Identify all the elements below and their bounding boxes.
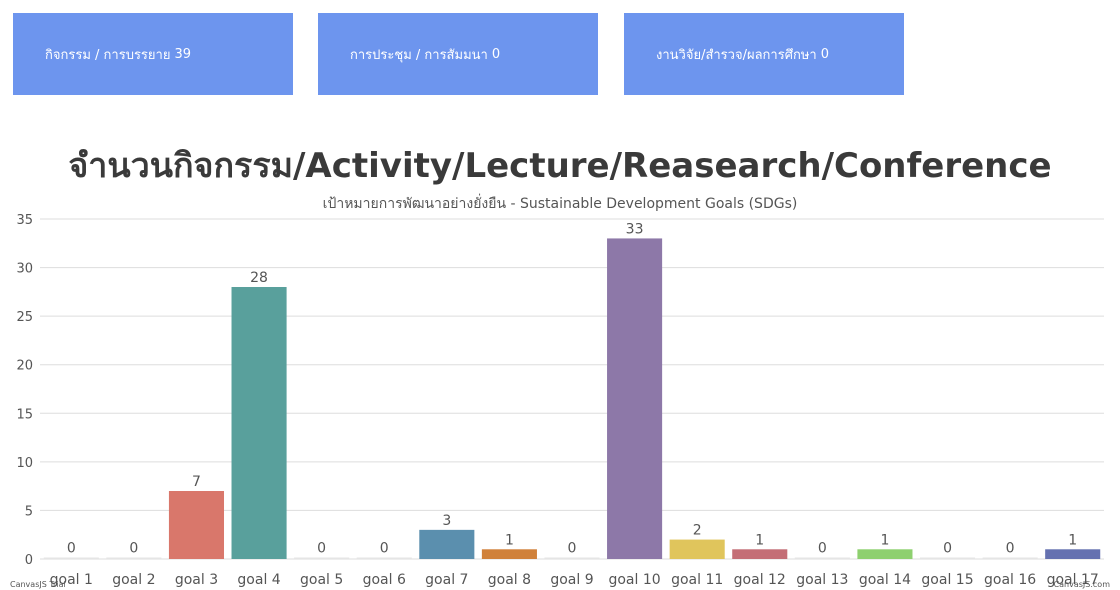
- x-tick-label: goal 14: [859, 572, 911, 588]
- data-label: 0: [317, 541, 326, 557]
- data-label: 3: [442, 513, 451, 529]
- research-survey-card[interactable]: งานวิจัย/สำรวจ/ผลการศึกษา 0: [624, 13, 904, 95]
- card-label: งานวิจัย/สำรวจ/ผลการศึกษา: [656, 47, 817, 63]
- x-tick-label: goal 5: [300, 572, 343, 588]
- card-count: 39: [174, 46, 191, 62]
- bar-goal-11[interactable]: [669, 539, 725, 559]
- y-tick-label: 15: [16, 407, 33, 422]
- canvasjs-trial-watermark: CanvasJS Trial: [10, 580, 66, 589]
- x-tick-label: goal 17: [1047, 572, 1099, 588]
- bar-goal-16[interactable]: [982, 557, 1038, 560]
- card-label: กิจกรรม / การบรรยาย: [45, 47, 171, 63]
- data-label: 1: [880, 532, 889, 548]
- meeting-seminar-card[interactable]: การประชุม / การสัมมนา 0: [318, 13, 598, 95]
- y-tick-label: 20: [16, 359, 33, 374]
- data-label: 28: [250, 270, 268, 286]
- bar-goal-10[interactable]: [607, 238, 663, 559]
- data-label: 0: [1006, 541, 1015, 557]
- canvasjs-link[interactable]: CanvasJS.com: [1053, 580, 1110, 589]
- bar-goal-2[interactable]: [106, 557, 162, 560]
- x-tick-label: goal 6: [363, 572, 406, 588]
- data-label: 0: [129, 541, 138, 557]
- data-label: 0: [818, 541, 827, 557]
- data-label: 1: [505, 532, 514, 548]
- x-tick-label: goal 4: [237, 572, 280, 588]
- x-tick-label: goal 3: [175, 572, 218, 588]
- bar-goal-17[interactable]: [1045, 549, 1101, 559]
- x-tick-label: goal 15: [921, 572, 973, 588]
- x-tick-label: goal 8: [488, 572, 531, 588]
- x-tick-label: goal 11: [671, 572, 723, 588]
- card-count: 0: [820, 46, 829, 62]
- y-tick-label: 30: [16, 262, 33, 277]
- y-tick-label: 5: [25, 504, 33, 519]
- y-tick-label: 10: [16, 456, 33, 471]
- data-label: 1: [755, 532, 764, 548]
- data-label: 1: [1068, 532, 1077, 548]
- bar-goal-5[interactable]: [294, 557, 350, 560]
- bar-goal-9[interactable]: [544, 557, 600, 560]
- x-tick-label: goal 12: [734, 572, 786, 588]
- x-tick-label: goal 1: [50, 572, 93, 588]
- bar-goal-13[interactable]: [794, 557, 850, 560]
- bar-goal-12[interactable]: [732, 549, 788, 559]
- activity-lecture-card[interactable]: กิจกรรม / การบรรยาย 39: [13, 13, 293, 95]
- x-tick-label: goal 10: [608, 572, 660, 588]
- y-tick-label: 0: [25, 553, 33, 568]
- data-label: 33: [626, 221, 644, 237]
- data-label: 0: [67, 541, 76, 557]
- x-tick-label: goal 9: [550, 572, 593, 588]
- bar-goal-8[interactable]: [481, 549, 537, 559]
- data-label: 0: [380, 541, 389, 557]
- x-tick-label: goal 13: [796, 572, 848, 588]
- data-label: 7: [192, 474, 201, 490]
- chart-title: จำนวนกิจกรรม/Activity/Lecture/Reasearch/…: [68, 146, 1051, 186]
- bar-goal-6[interactable]: [356, 557, 412, 560]
- bar-goal-14[interactable]: [857, 549, 913, 559]
- bar-goal-4[interactable]: [231, 287, 287, 559]
- bar-goal-7[interactable]: [419, 529, 475, 559]
- data-label: 0: [568, 541, 577, 557]
- data-label: 2: [693, 523, 702, 539]
- bar-goal-1[interactable]: [43, 557, 99, 560]
- card-count: 0: [491, 46, 501, 62]
- x-tick-label: goal 2: [112, 572, 155, 588]
- chart-subtitle: เป้าหมายการพัฒนาอย่างยั่งยืน - Sustainab…: [323, 194, 798, 212]
- y-tick-label: 25: [16, 310, 33, 325]
- y-tick-label: 35: [16, 213, 33, 228]
- data-label: 0: [943, 541, 952, 557]
- x-tick-label: goal 16: [984, 572, 1036, 588]
- bar-goal-15[interactable]: [919, 557, 976, 560]
- x-tick-label: goal 7: [425, 572, 468, 588]
- bar-goal-3[interactable]: [168, 491, 225, 559]
- card-label: การประชุม / การสัมมนา: [350, 47, 488, 63]
